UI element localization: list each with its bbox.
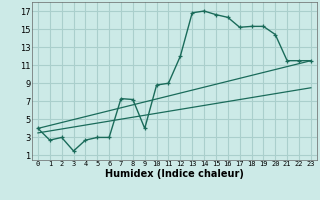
X-axis label: Humidex (Indice chaleur): Humidex (Indice chaleur) — [105, 169, 244, 179]
